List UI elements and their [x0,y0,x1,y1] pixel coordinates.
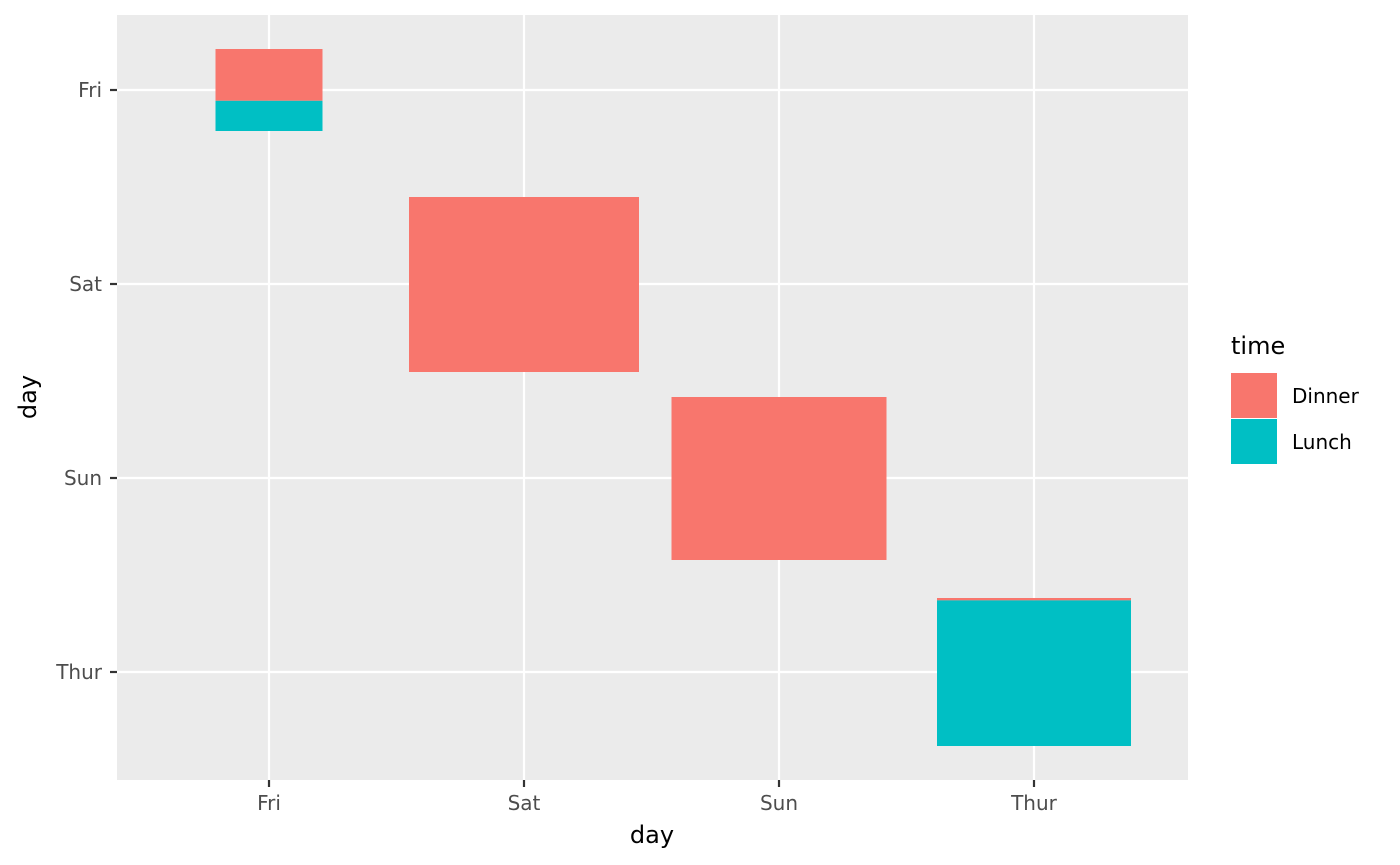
x-tick-label-sun: Sun [760,791,798,815]
y-tick-label-fri: Fri [78,78,102,102]
cell-fri-lunch [215,100,323,131]
x-axis-title: day [630,821,674,849]
x-tick-label-thur: Thur [1010,791,1058,815]
x-tick-label-fri: Fri [257,791,281,815]
cell-thur-lunch [937,600,1131,746]
y-tick-label-sat: Sat [69,272,102,296]
cell-thur-dinner [937,598,1131,601]
y-tick-label-sun: Sun [64,466,102,490]
cell-sun-dinner [671,397,887,560]
legend-key-lunch [1231,419,1277,464]
y-tick-label-thur: Thur [55,660,103,684]
legend-label-dinner: Dinner [1292,384,1360,408]
y-axis: Fri Sat Sun Thur [55,78,117,684]
legend-title: time [1231,332,1285,360]
x-axis: Fri Sat Sun Thur [257,780,1058,815]
legend-key-dinner [1231,373,1277,418]
mosaic-cells [215,49,1131,746]
legend-label-lunch: Lunch [1292,430,1352,454]
legend: time Dinner Lunch [1231,332,1360,464]
cell-fri-dinner [215,49,323,101]
cell-sat-dinner [409,197,639,372]
x-tick-label-sat: Sat [508,791,541,815]
y-axis-title: day [14,375,42,419]
